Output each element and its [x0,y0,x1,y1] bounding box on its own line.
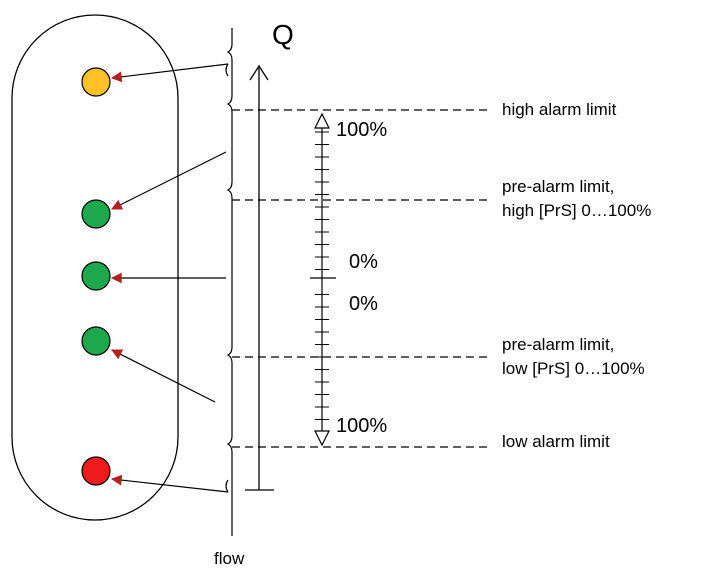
low-alarm-led [81,456,111,486]
low-alarm-label: low alarm limit [502,432,610,451]
scale-mid-upper-label: 0% [349,251,378,273]
low-alarm-connector [110,474,229,493]
pre-alarm-low-led [81,326,111,356]
scale-bottom-label: 100% [336,415,387,437]
scale-bottom-arrowhead [314,430,330,447]
high-alarm-led [81,67,111,97]
flow-symbol: Q [272,19,294,50]
led-group [81,67,111,486]
indicator-housing [11,14,179,521]
pre-alarm-high-label-1: pre-alarm limit, [502,177,614,196]
high-alarm-label: high alarm limit [502,100,617,119]
normal-led [81,261,111,291]
scale-ticks [315,131,329,420]
flow-hook [225,63,229,77]
high-alarm-connector [110,63,229,83]
flow-brace-line [226,28,233,536]
scale-top-arrowhead [314,112,330,129]
pre-alarm-low-label-2: low [PrS] 0…100% [502,359,645,378]
pre-alarm-low-connector [111,349,216,403]
scale-top-label: 100% [336,119,387,141]
pre-alarm-high-label-2: high [PrS] 0…100% [502,201,651,220]
pre-alarm-low-label-1: pre-alarm limit, [502,335,614,354]
flow-axis-arrowhead [249,64,269,81]
flow-hook [225,479,229,493]
pre-alarm-high-led [81,199,111,229]
scale-mid-lower-label: 0% [349,293,378,315]
flow-label: flow [214,549,245,568]
pre-alarm-high-connector [111,151,227,210]
